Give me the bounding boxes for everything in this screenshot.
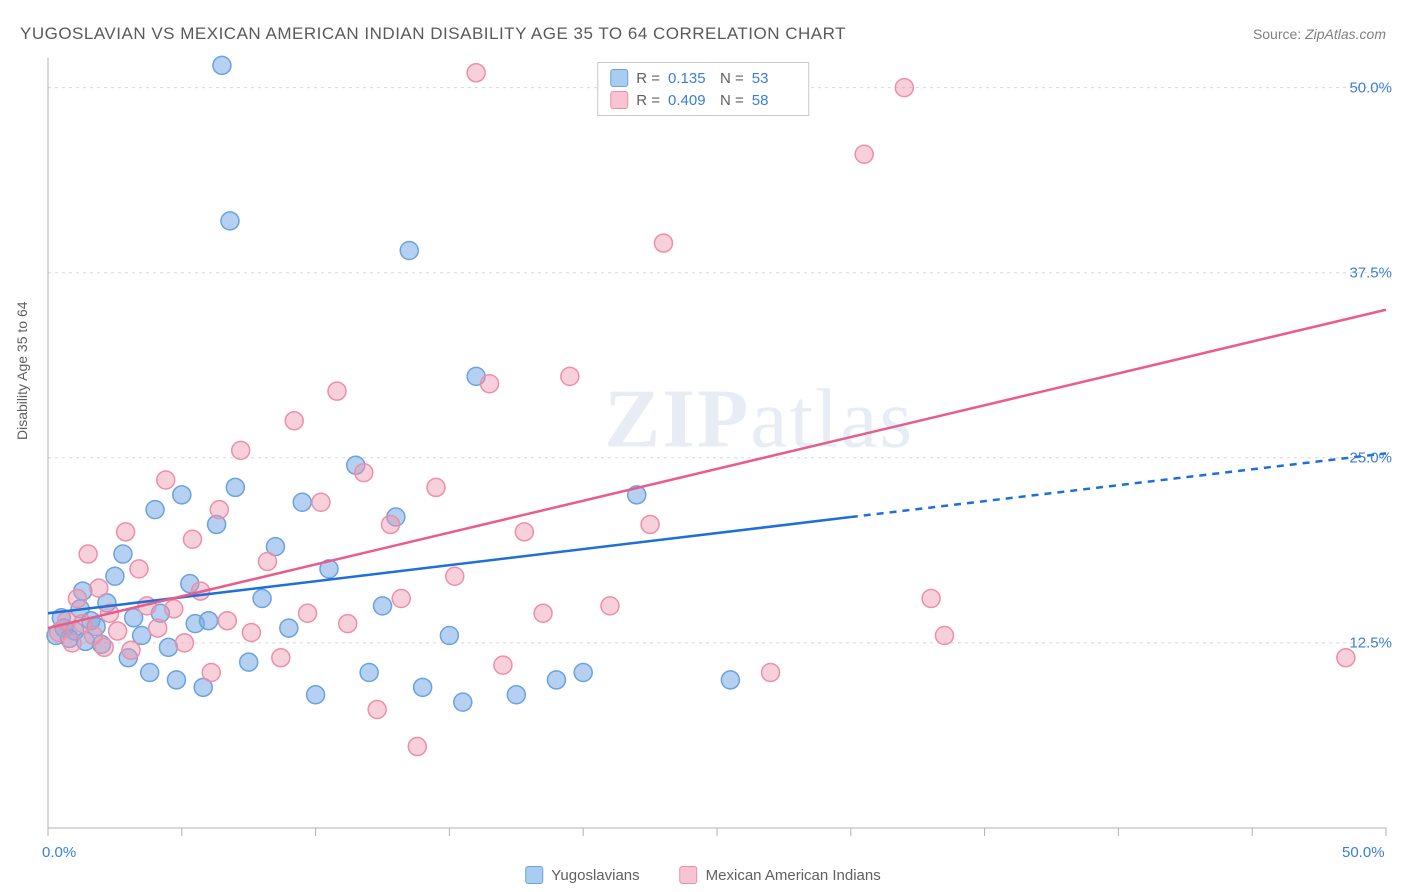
legend-n-label: N = [720,70,744,87]
series-swatch-0 [525,866,543,884]
y-tick-label: 25.0% [1349,449,1392,466]
legend-row-1: R = 0.409 N = 58 [610,89,796,111]
series-label-0: Yugoslavians [551,867,639,884]
correlation-legend: R = 0.135 N = 53 R = 0.409 N = 58 [597,62,809,116]
legend-n-value-1: 58 [752,92,796,109]
scatter-chart [0,0,1406,892]
series-legend-item-1: Mexican American Indians [680,866,881,884]
y-tick-label: 37.5% [1349,264,1392,281]
y-tick-label: 50.0% [1349,79,1392,96]
legend-r-value-1: 0.409 [668,92,712,109]
legend-row-0: R = 0.135 N = 53 [610,67,796,89]
legend-n-value-0: 53 [752,70,796,87]
legend-swatch-0 [610,69,628,87]
y-tick-label: 12.5% [1349,634,1392,651]
legend-n-label: N = [720,92,744,109]
series-label-1: Mexican American Indians [706,867,881,884]
legend-r-label: R = [636,92,660,109]
series-legend-item-0: Yugoslavians [525,866,639,884]
legend-r-label: R = [636,70,660,87]
legend-r-value-0: 0.135 [668,70,712,87]
x-tick-label: 50.0% [1342,844,1385,861]
series-swatch-1 [680,866,698,884]
legend-swatch-1 [610,91,628,109]
series-legend: Yugoslavians Mexican American Indians [525,866,881,884]
x-tick-label: 0.0% [42,844,76,861]
